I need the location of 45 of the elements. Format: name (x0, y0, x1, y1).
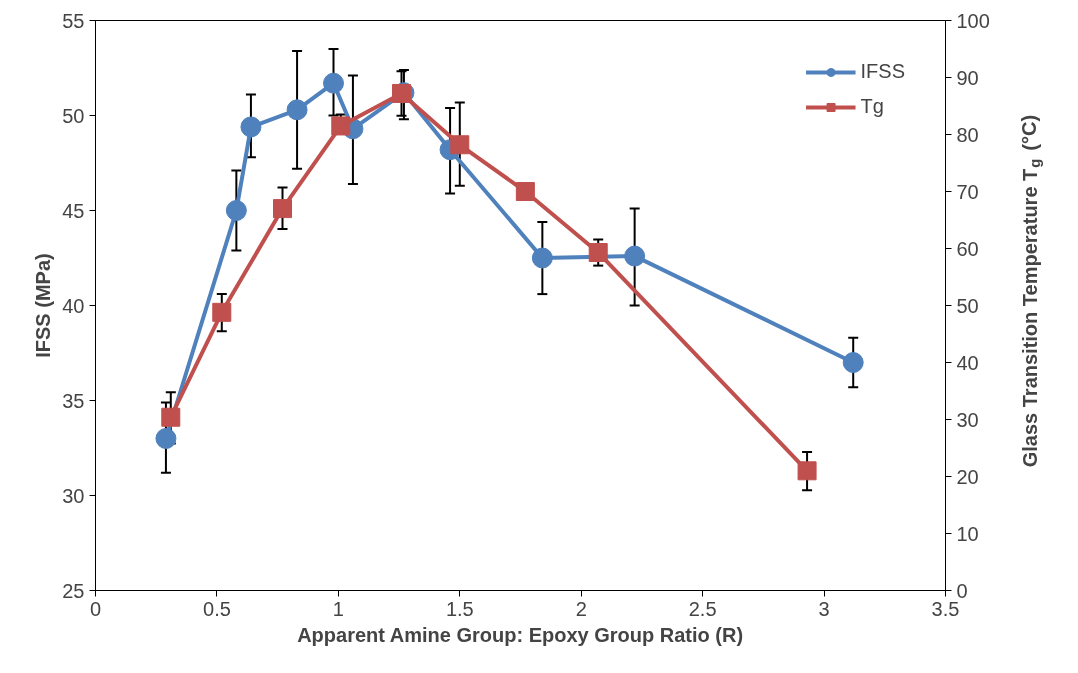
x-tick-label: 1 (332, 597, 344, 620)
y2-tick-label: 50 (956, 294, 979, 317)
point (588, 242, 608, 262)
y2-tick-label: 10 (956, 522, 979, 545)
y2-tick-label: 30 (956, 408, 979, 431)
y2-tick-label: 60 (956, 237, 979, 260)
y2-tick-label: 100 (956, 9, 990, 32)
x-tick-label: 0.5 (203, 597, 231, 620)
x-tick-label: 2.5 (688, 597, 717, 620)
y2-axis-title: Glass Transition Temperature Tg (°C) (1018, 114, 1043, 468)
point (842, 352, 864, 373)
y2-tick-label: 80 (956, 123, 979, 146)
point (531, 247, 553, 269)
y-axis-title: IFSS (MPa) (32, 253, 55, 358)
y2-tick-label: 20 (956, 465, 979, 488)
y-tick-label: 25 (62, 579, 85, 602)
x-tick-label: 0 (89, 597, 102, 620)
x-tick-label: 2 (575, 597, 587, 620)
legend-label: Tg (860, 95, 884, 118)
y-tick-label: 40 (62, 294, 85, 317)
point (240, 116, 262, 138)
y-tick-label: 50 (62, 104, 85, 127)
point (273, 199, 292, 219)
y2-tick-label: 40 (956, 351, 979, 374)
point (392, 83, 411, 103)
y2-tick-label: 90 (956, 66, 979, 89)
y-tick-label: 45 (62, 199, 85, 222)
x-axis-title: Apparent Amine Group: Epoxy Group Ratio (R) (297, 623, 744, 646)
point (161, 407, 181, 427)
legend-label: IFSS (860, 60, 905, 83)
point (515, 182, 535, 201)
y-tick-label: 30 (62, 484, 85, 507)
y-tick-label: 55 (62, 9, 85, 32)
point (797, 461, 817, 481)
point (323, 72, 344, 94)
point (450, 135, 470, 155)
point (225, 200, 247, 221)
y-tick-label: 35 (62, 389, 85, 412)
point (286, 99, 308, 121)
y2-tick-label: 70 (956, 180, 979, 203)
point (212, 302, 232, 322)
x-tick-label: 1.5 (445, 597, 474, 620)
x-tick-label: 3 (818, 597, 830, 620)
point (624, 245, 646, 267)
point (155, 428, 177, 449)
